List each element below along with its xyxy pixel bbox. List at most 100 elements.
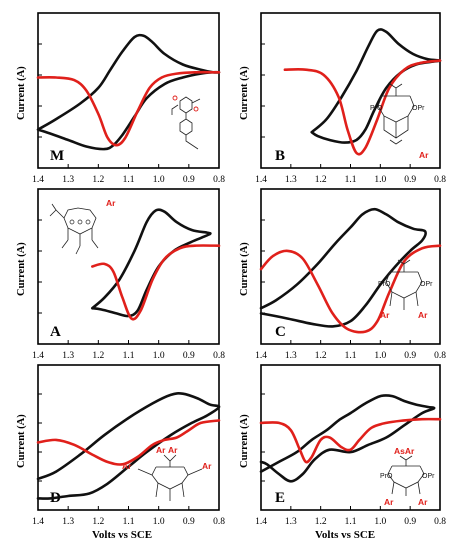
panel-c-xtick-label: 1.3: [285, 351, 297, 361]
panel-c-xtick-label: 1.0: [374, 351, 386, 361]
panel-e: Current (A) E 1.4 1.3 1.2 1.1 1.0 0.9 0.8 AsAr…: [239, 364, 446, 527]
panel-b-mol-pro: PrO: [370, 105, 383, 112]
panel-a-label: A: [50, 324, 61, 340]
panel-b-curve-red: [283, 59, 442, 156]
panel-e-frame: [260, 364, 441, 511]
panel-a-molecule-icon: Ar: [49, 198, 116, 255]
panel-d-frame: [37, 364, 220, 511]
panel-d-ylabel: Current (A): [16, 414, 27, 468]
panel-c-mol-ar-left: Ar: [380, 310, 390, 320]
panel-d-curve-black: [36, 392, 221, 500]
panel-m-ylabel: Current (A): [16, 66, 27, 120]
x-axis-label-left: Volts vs SCE: [92, 529, 152, 541]
panel-a-xtick-label: 0.8: [213, 351, 225, 361]
panel-a-mol-ar: Ar: [106, 198, 116, 208]
panel-d-mol-ar-3: Ar: [168, 445, 178, 455]
panel-d-mol-ar-1: Ar: [122, 461, 132, 471]
panel-a-curves: [91, 208, 221, 321]
panel-b-xtick-label: 0.8: [434, 175, 446, 185]
panel-m-ticks: 1.4 1.3 1.2 1.1 1.0 0.9 0.8: [32, 43, 225, 185]
x-axis-label-right: Volts vs SCE: [315, 529, 375, 541]
panel-d-xtick-label: 1.4: [32, 517, 44, 527]
panel-c-xtick-label: 1.4: [255, 351, 267, 361]
panel-e-xtick-label: 1.1: [345, 517, 357, 527]
panel-b-mol-ar: Ar: [419, 150, 429, 160]
panel-m-label: M: [50, 148, 64, 164]
panel-a-xtick-label: 1.2: [92, 351, 104, 361]
panel-a-frame: [37, 188, 220, 345]
panel-d-xtick-label: 0.9: [183, 517, 195, 527]
panel-d-xtick-label: 0.8: [213, 517, 225, 527]
panel-e-curve-black: [259, 394, 436, 483]
panel-m: Current (A) M 1.4 1.3 1.2 1.1 1.0 0.9 0.8: [16, 12, 225, 185]
panel-b-xtick-label: 1.0: [374, 175, 386, 185]
panel-b-xtick-label: 1.2: [315, 175, 327, 185]
panel-e-xtick-label: 1.3: [285, 517, 297, 527]
panel-a-xtick-label: 1.0: [153, 351, 165, 361]
panel-c-xtick-label: 0.9: [404, 351, 416, 361]
panel-e-label: E: [275, 490, 285, 506]
panel-b-xtick-label: 1.4: [255, 175, 267, 185]
panel-e-xtick-label: 1.2: [315, 517, 327, 527]
panel-m-curves: [36, 33, 221, 151]
panel-d-xtick-label: 1.3: [62, 517, 74, 527]
panel-m-curve-red: [36, 70, 221, 147]
panel-m-xtick-label: 0.8: [213, 175, 225, 185]
panel-e-xtick-label: 1.4: [255, 517, 267, 527]
panel-e-xtick-label: 0.9: [404, 517, 416, 527]
panel-b-ticks: 1.4 1.3 1.2 1.1 1.0 0.9 0.8: [255, 43, 446, 185]
panel-c-curve-red: [259, 244, 442, 334]
panel-a-xtick-label: 1.4: [32, 351, 44, 361]
panel-c-label: C: [275, 324, 286, 340]
panel-e-mol-pro: PrO: [380, 473, 393, 480]
panel-b-ylabel: Current (A): [239, 66, 250, 120]
panel-c-curves: [259, 207, 442, 334]
panel-e-molecule-icon: AsAr PrO OPr Ar Ar: [380, 446, 435, 507]
panel-m-xtick-label: 1.4: [32, 175, 44, 185]
panel-c-mol-ar-right: Ar: [418, 310, 428, 320]
panel-a-xtick-label: 1.1: [123, 351, 135, 361]
panel-b-label: B: [275, 148, 285, 164]
panel-d-ticks: 1.4 1.3 1.2 1.1 1.0 0.9 0.8: [32, 393, 225, 527]
panel-c-xtick-label: 1.2: [315, 351, 327, 361]
panel-a-ylabel: Current (A): [16, 242, 27, 296]
panel-e-mol-ar-left: Ar: [384, 497, 394, 507]
panel-d: Current (A) D 1.4 1.3 1.2 1.1 1.0 0.9 0.8 Ar A…: [16, 364, 225, 527]
panel-e-ylabel: Current (A): [239, 414, 250, 468]
panel-m-xtick-label: 0.9: [183, 175, 195, 185]
panel-b-mol-opr: OPr: [412, 105, 425, 112]
panel-d-xtick-label: 1.0: [153, 517, 165, 527]
panel-c-mol-opr: OPr: [420, 281, 433, 288]
panel-e-xtick-label: 1.0: [374, 517, 386, 527]
panel-c-ticks: 1.4 1.3 1.2 1.1 1.0 0.9 0.8: [255, 219, 446, 361]
panel-d-mol-ar-2: Ar: [156, 445, 166, 455]
panel-a-ticks: 1.4 1.3 1.2 1.1 1.0 0.9 0.8: [32, 219, 225, 361]
panel-c-ylabel: Current (A): [239, 242, 250, 296]
panel-a-curve-black: [91, 208, 212, 318]
panel-a-curve-red: [91, 244, 221, 321]
panel-e-mol-ar-right: Ar: [418, 497, 428, 507]
panel-b-curves: [283, 28, 442, 156]
panel-e-mol-asar: AsAr: [394, 446, 415, 456]
panel-c-mol-pro: PrO: [378, 281, 391, 288]
panel-e-curves: [259, 394, 442, 483]
panel-b-xtick-label: 1.1: [345, 175, 357, 185]
panel-b-xtick-label: 1.3: [285, 175, 297, 185]
panel-d-xtick-label: 1.1: [123, 517, 135, 527]
panel-a: Current (A) A 1.4 1.3 1.2 1.1 1.0 0.9 0.8 Ar: [16, 188, 225, 361]
panel-c: Current (A) C 1.4 1.3 1.2 1.1 1.0 0.9 0.8 PrO …: [239, 188, 446, 361]
panel-m-xtick-label: 1.3: [62, 175, 74, 185]
panel-c-xtick-label: 1.1: [345, 351, 357, 361]
panel-d-molecule-icon: Ar Ar Ar Ar: [122, 445, 212, 501]
panel-d-mol-ar-4: Ar: [202, 461, 212, 471]
panel-b-frame: [260, 12, 441, 169]
panel-e-mol-opr: OPr: [422, 473, 435, 480]
panel-e-xtick-label: 0.8: [434, 517, 446, 527]
panel-m-xtick-label: 1.2: [92, 175, 104, 185]
panel-d-curve-red: [36, 419, 221, 466]
panel-m-xtick-label: 1.0: [153, 175, 165, 185]
panel-c-molecule-icon: PrO OPr Ar Ar: [378, 259, 433, 320]
panel-a-xtick-label: 1.3: [62, 351, 74, 361]
panel-b-molecule-icon: PrO OPr Ar: [370, 83, 429, 160]
